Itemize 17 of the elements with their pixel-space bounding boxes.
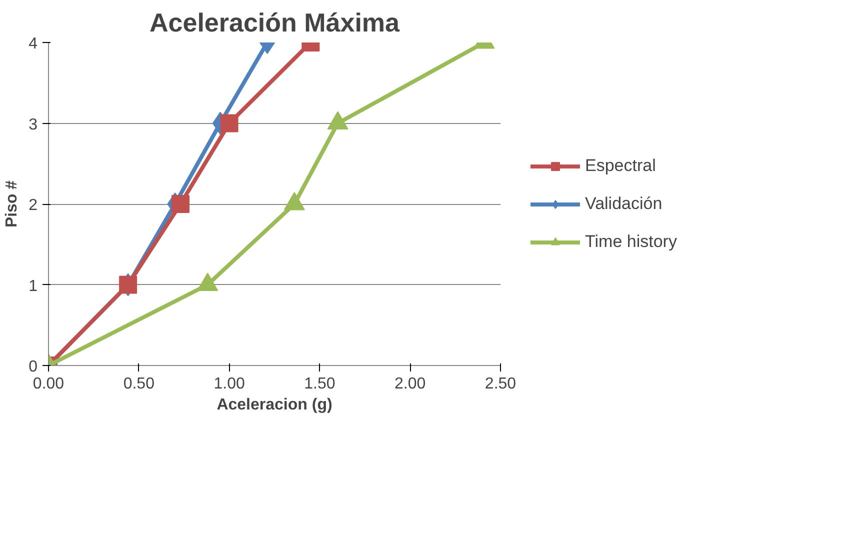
x-tick-label: 0.00 — [32, 376, 64, 392]
y-tick-label: 4 — [28, 36, 38, 52]
y-tick-label: 2 — [28, 197, 38, 214]
y-axis-title: Piso # — [4, 180, 21, 228]
legend-label: Time history — [585, 232, 678, 252]
x-tick-label: 1.00 — [214, 376, 245, 392]
x-axis-title: Aceleracion (g) — [216, 396, 332, 414]
chart-title: Aceleración Máxima — [149, 8, 400, 38]
legend-label: Espectral — [585, 156, 657, 176]
x-tick-label: 0.50 — [123, 376, 155, 392]
x-tick-label: 1.50 — [304, 376, 336, 392]
y-tick-label: 1 — [28, 278, 38, 295]
x-tick-label: 2.00 — [394, 376, 426, 392]
y-tick-label: 3 — [28, 116, 38, 134]
legend-label: Validación — [585, 194, 664, 214]
y-tick-label: 0 — [28, 358, 38, 376]
x-tick-label: 2.50 — [484, 376, 516, 392]
